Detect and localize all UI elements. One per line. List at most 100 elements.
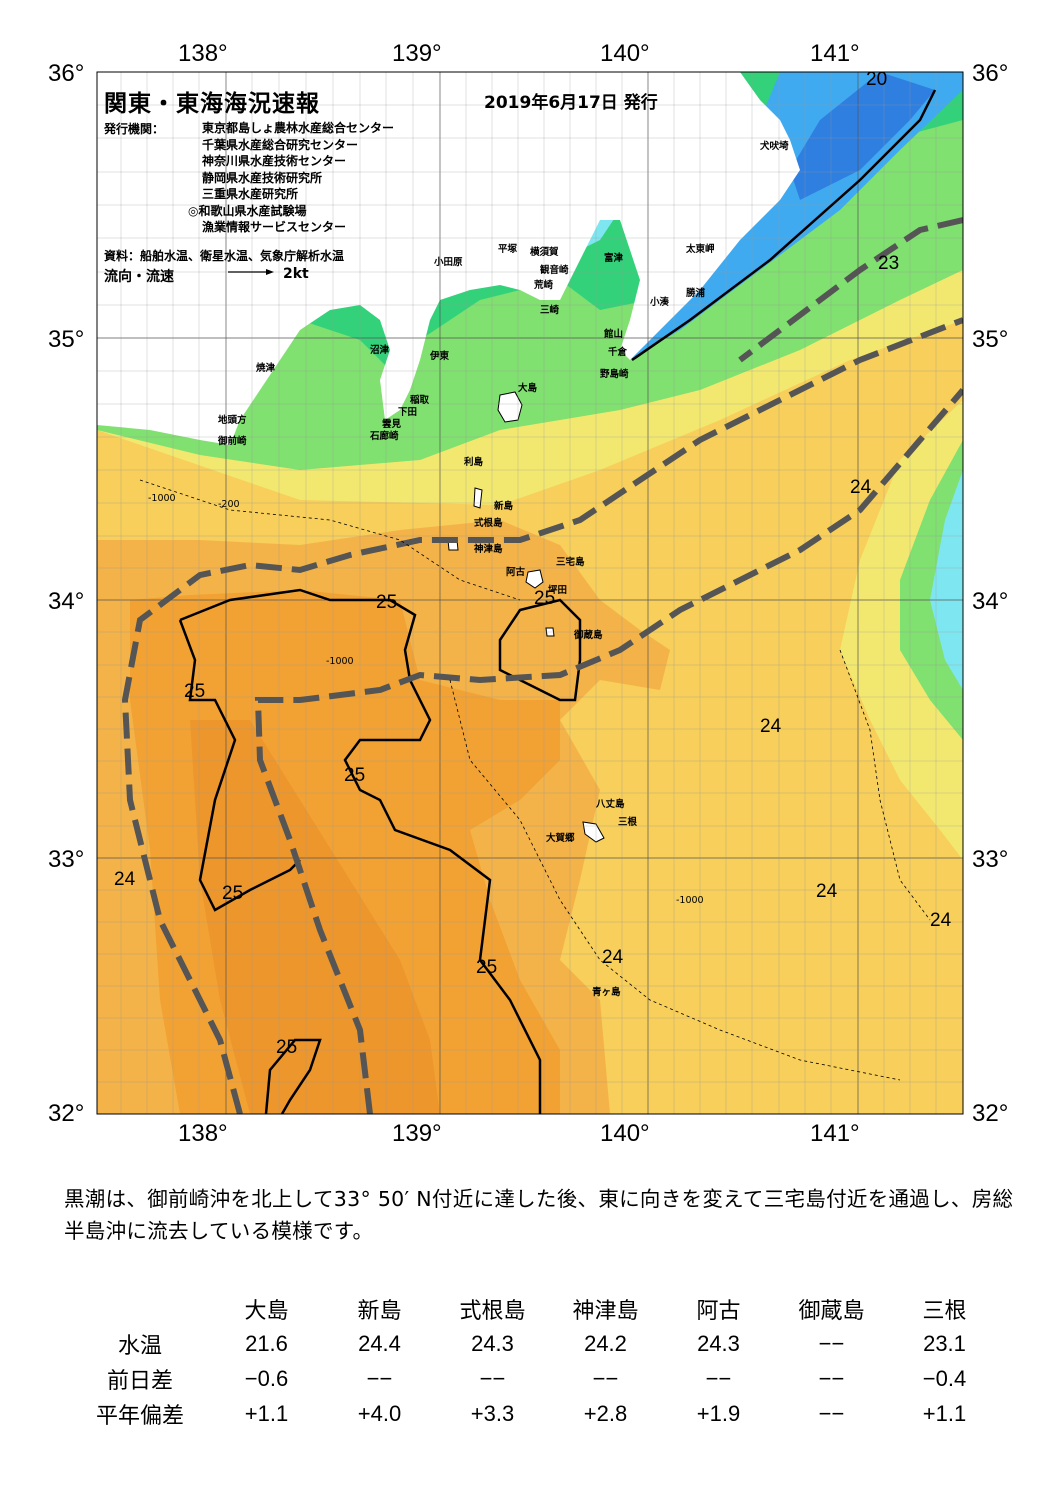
place-label: 新島 bbox=[494, 501, 514, 512]
publisher: 千葉県水産総合研究センター bbox=[202, 137, 359, 152]
station-name: 式根島 bbox=[459, 1298, 526, 1324]
lat-label-34-right: 34° bbox=[972, 588, 1009, 615]
publisher: 東京都島しょ農林水産総合センター bbox=[202, 121, 395, 135]
table-cell: −− bbox=[705, 1365, 732, 1391]
lat-label-36-right: 36° bbox=[972, 60, 1009, 87]
lon-label-140-top: 140° bbox=[600, 40, 650, 67]
table-row: 水温 21.6 24.4 24.3 24.2 24.3 −− 23.1 bbox=[70, 1326, 1001, 1361]
row-label: 水温 bbox=[117, 1333, 162, 1359]
lat-label-32-right: 32° bbox=[972, 1100, 1009, 1127]
place-label: 式根島 bbox=[474, 518, 503, 529]
table-cell: −− bbox=[818, 1330, 845, 1356]
table-cell: +3.3 bbox=[470, 1400, 515, 1426]
place-label: 石廊崎 bbox=[370, 431, 399, 442]
place-label: 御蔵島 bbox=[574, 630, 603, 641]
isotherm-label: 24 bbox=[602, 947, 624, 968]
table-cell: 24.3 bbox=[697, 1330, 740, 1356]
publisher-list: 東京都島しょ農林水産総合センター 千葉県水産総合研究センター 神奈川県水産技術セ… bbox=[188, 120, 395, 236]
place-label: 犬吠埼 bbox=[760, 141, 789, 152]
place-label: 雲見 bbox=[382, 419, 402, 430]
table-cell: +2.8 bbox=[583, 1400, 628, 1426]
place-label: 千倉 bbox=[608, 347, 628, 358]
table-cell: −− bbox=[818, 1365, 845, 1391]
isotherm-label: 24 bbox=[930, 910, 952, 931]
lon-label-139-top: 139° bbox=[392, 40, 442, 67]
publisher: 三重県水産研究所 bbox=[202, 187, 299, 201]
lat-label-35-right: 35° bbox=[972, 326, 1009, 353]
isotherm-label: 25 bbox=[376, 592, 398, 613]
table-cell: −− bbox=[479, 1365, 506, 1391]
lat-label-32-left: 32° bbox=[48, 1100, 85, 1127]
sea-temperature-map bbox=[96, 71, 964, 1115]
row-label: 平年偏差 bbox=[95, 1403, 184, 1429]
place-label: 勝浦 bbox=[686, 288, 706, 299]
table-cell: −− bbox=[366, 1365, 393, 1391]
table-row: 前日差 −0.6 −− −− −− −− −− −0.4 bbox=[70, 1361, 1001, 1396]
place-label: 小湊 bbox=[650, 297, 670, 308]
table-cell: −0.6 bbox=[244, 1365, 289, 1391]
place-label: 八丈島 bbox=[596, 799, 625, 810]
land-miyake bbox=[525, 569, 544, 589]
lat-label-33-left: 33° bbox=[48, 846, 85, 873]
place-label: 館山 bbox=[604, 329, 624, 340]
water-25-core bbox=[190, 720, 440, 1114]
place-label: 三根 bbox=[618, 817, 638, 828]
table-row: 平年偏差 +1.1 +4.0 +3.3 +2.8 +1.9 −− +1.1 bbox=[70, 1396, 1001, 1431]
isotherm-label: 24 bbox=[850, 477, 872, 498]
table-cell: +1.1 bbox=[244, 1400, 289, 1426]
lon-label-138-top: 138° bbox=[178, 40, 228, 67]
isotherm-label: 25 bbox=[276, 1037, 298, 1058]
table-cell: 24.4 bbox=[358, 1330, 401, 1356]
flow-legend-label: 流向・流速 bbox=[104, 269, 174, 285]
depth-label: -1000 bbox=[676, 895, 704, 906]
place-label: 焼津 bbox=[256, 363, 276, 374]
place-label: 荒崎 bbox=[534, 280, 554, 291]
table-cell: −0.4 bbox=[922, 1365, 967, 1391]
place-label: 野島崎 bbox=[600, 369, 629, 380]
publisher: 神奈川県水産技術センター bbox=[202, 154, 347, 168]
station-name: 阿古 bbox=[696, 1298, 741, 1324]
lat-label-34-left: 34° bbox=[48, 588, 85, 615]
isotherm-label: 24 bbox=[114, 869, 136, 890]
water-21-east bbox=[930, 470, 963, 690]
table-cell: −− bbox=[592, 1365, 619, 1391]
place-label: 横須賀 bbox=[530, 247, 559, 258]
isotherm-label: 25 bbox=[344, 765, 366, 786]
lat-label-33-right: 33° bbox=[972, 846, 1009, 873]
water-19 bbox=[790, 72, 935, 200]
lon-label-139-bottom: 139° bbox=[392, 1120, 442, 1147]
station-name: 神津島 bbox=[572, 1298, 639, 1324]
lon-label-141-bottom: 141° bbox=[810, 1120, 860, 1147]
place-label: 三宅島 bbox=[556, 557, 585, 568]
place-label: 稲取 bbox=[410, 395, 430, 406]
isotherm-label: 25 bbox=[222, 883, 244, 904]
publisher-label: 発行機関： bbox=[104, 122, 165, 136]
place-label: 神津島 bbox=[474, 544, 503, 555]
data-sources: 資料：船舶水温、衛星水温、気象庁解析水温 bbox=[104, 249, 345, 263]
place-label: 地頭方 bbox=[218, 415, 247, 426]
depth-label: -200 bbox=[218, 499, 240, 510]
kuroshio-axis bbox=[121, 217, 963, 1114]
place-label: 太東岬 bbox=[686, 244, 715, 255]
place-label: 阿古 bbox=[506, 567, 526, 578]
isotherm-label: 24 bbox=[816, 881, 838, 902]
place-label: 伊東 bbox=[430, 351, 450, 362]
table-cell: +1.9 bbox=[696, 1400, 741, 1426]
map-title: 関東・東海海況速報 bbox=[104, 91, 320, 117]
isotherm-label: 24 bbox=[760, 716, 782, 737]
place-label: 大賀郷 bbox=[546, 833, 575, 844]
table-cell: 23.1 bbox=[923, 1330, 966, 1356]
isotherm-label: 25 bbox=[534, 588, 556, 609]
depth-label: -1000 bbox=[148, 493, 176, 504]
isotherm-label: 25 bbox=[184, 681, 206, 702]
land-honshu bbox=[97, 72, 800, 445]
lon-label-138-bottom: 138° bbox=[178, 1120, 228, 1147]
land-hachijo bbox=[582, 821, 605, 843]
grid-lines bbox=[97, 72, 963, 1114]
place-label: 利島 bbox=[464, 457, 484, 468]
table-cell: 24.2 bbox=[584, 1330, 627, 1356]
station-temperature-table: 大島 新島 式根島 神津島 阿古 御蔵島 三根 水温 21.6 24.4 24.… bbox=[70, 1291, 1001, 1431]
lon-label-141-top: 141° bbox=[810, 40, 860, 67]
publisher: 漁業情報サービスセンター bbox=[202, 220, 347, 234]
isotherm-25 bbox=[178, 89, 937, 1114]
